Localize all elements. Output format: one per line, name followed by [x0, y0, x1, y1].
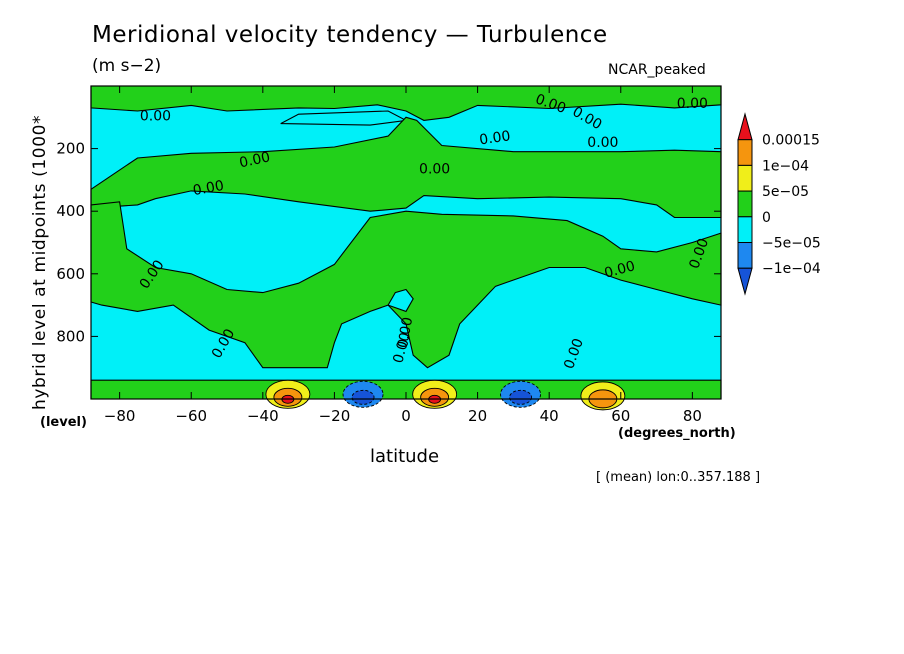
x-axis-label: latitude	[370, 446, 440, 467]
contour-label-11: 0.00	[140, 108, 171, 124]
x-tick-label-80: 80	[683, 407, 702, 425]
colorbar-label-6: −1e−04	[762, 261, 821, 277]
y-tick-label-600: 600	[56, 265, 85, 283]
colorbar-segment-1	[737, 139, 753, 166]
footnote-mean: [ (mean) lon:0..357.188 ]	[596, 470, 761, 485]
colorbar-segment-4	[737, 216, 753, 244]
y-tick-label-200: 200	[56, 140, 85, 158]
colorbar: 0.00015 1e−04 5e−05 0 −5e−05 −1e−04	[737, 112, 821, 296]
y-axis-units: (level)	[40, 415, 87, 430]
y-axis-ticks: 200 400 600 800	[56, 140, 721, 345]
positive-region-upper	[90, 116, 722, 219]
x-tick-label-60: 60	[611, 407, 630, 425]
contour-label-1: 0.00	[238, 149, 272, 171]
negative-pocket-top	[280, 110, 408, 126]
x-tick-label-40: 40	[540, 407, 559, 425]
contour-label-9: 0.00	[390, 331, 414, 365]
contour-label-14: 0.00	[677, 96, 708, 112]
colorbar-label-1: 0.00015	[762, 133, 820, 149]
x-tick-label--60: −60	[175, 407, 207, 425]
x-axis-units: (degrees_north)	[618, 426, 736, 441]
x-tick-label--20: −20	[319, 407, 351, 425]
colorbar-label-3: 5e−05	[762, 184, 809, 200]
x-tick-label--80: −80	[104, 407, 136, 425]
x-axis-ticks: −80 −60 −40 −20 0 20 40 60 80	[104, 86, 702, 425]
x-tick-label-20: 20	[468, 407, 487, 425]
colorbar-label-5: −5e−05	[762, 236, 821, 252]
contour-label-2: 0.00	[192, 178, 225, 199]
positive-region-mid	[90, 201, 722, 369]
case-label: NCAR_peaked	[608, 62, 706, 78]
chart-units: (m s−2)	[92, 56, 162, 76]
contour-label-3: 0.00	[419, 162, 450, 178]
negative-core-1	[351, 389, 375, 405]
colorbar-segment-5	[737, 242, 753, 269]
negative-core-2	[509, 389, 532, 405]
contour-field	[90, 85, 722, 411]
contour-label-5: 0.00	[587, 135, 618, 151]
x-tick-label-0: 0	[401, 407, 411, 425]
y-tick-label-800: 800	[56, 327, 85, 345]
contour-label-16: 0.00	[395, 316, 416, 349]
colorbar-label-4: 0	[762, 210, 771, 226]
negative-pocket-mid	[387, 288, 414, 313]
positive-region-top	[90, 85, 722, 121]
colorbar-label-2: 1e−04	[762, 158, 809, 174]
colorbar-segment-2	[737, 164, 753, 192]
x-tick-label--40: −40	[247, 407, 279, 425]
colorbar-segment-3	[737, 190, 753, 218]
y-tick-label-400: 400	[56, 202, 85, 220]
contour-label-6: 0.00	[603, 258, 637, 282]
chart-title: Meridional velocity tendency — Turbulenc…	[92, 22, 608, 48]
colorbar-extend-bottom	[737, 267, 753, 296]
contour-label-4: 0.00	[478, 128, 511, 148]
colorbar-extend-top	[737, 112, 753, 141]
